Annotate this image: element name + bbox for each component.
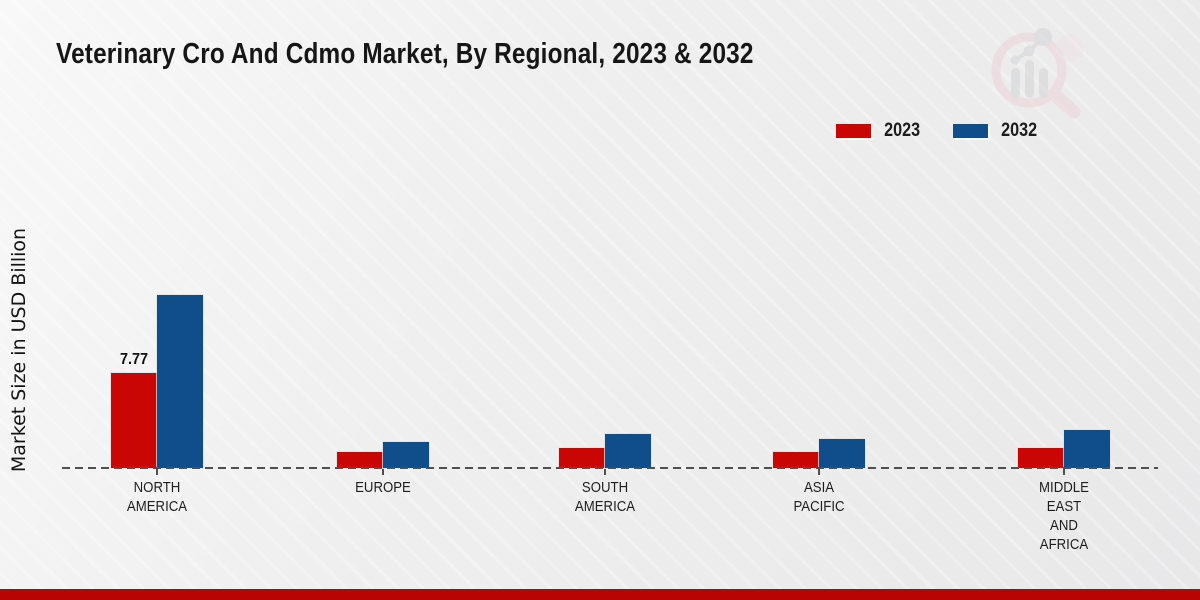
x-axis-label-asia-pacific: ASIA PACIFIC bbox=[793, 479, 845, 515]
x-axis-label-europe: EUROPE bbox=[355, 479, 411, 496]
x-axis-label-south-america: SOUTH AMERICA bbox=[574, 479, 636, 515]
bar-2032-south-america bbox=[605, 434, 651, 468]
bar-value-label: 7.77 bbox=[119, 351, 149, 368]
x-axis-tick-north-america bbox=[156, 469, 158, 475]
x-axis-tick-asia-pacific bbox=[818, 469, 820, 475]
bar-2023-south-america bbox=[559, 448, 605, 468]
bar-2023-middle-east-and-africa bbox=[1018, 448, 1064, 468]
legend-item-2032: 2032 bbox=[953, 120, 1040, 142]
legend: 2023 2032 bbox=[836, 120, 1041, 142]
bar-2032-north-america bbox=[157, 295, 203, 468]
legend-label: 2032 bbox=[1001, 120, 1038, 141]
bar-2032-asia-pacific bbox=[819, 439, 865, 468]
magnifier-bar-chart-logo-icon bbox=[991, 28, 1084, 119]
x-axis-tick-south-america bbox=[604, 469, 606, 475]
bar-2032-middle-east-and-africa bbox=[1064, 430, 1110, 468]
bar-2023-north-america bbox=[111, 373, 157, 468]
x-axis-label-north-america: NORTH AMERICA bbox=[126, 479, 188, 515]
bar-2032-europe bbox=[383, 442, 429, 468]
bar-2023-europe bbox=[337, 452, 383, 468]
chart-title: Veterinary Cro And Cdmo Market, By Regio… bbox=[56, 38, 754, 70]
legend-item-2023: 2023 bbox=[836, 120, 923, 142]
bar-2023-asia-pacific bbox=[773, 452, 819, 468]
zero-baseline bbox=[62, 467, 1158, 469]
legend-label: 2023 bbox=[884, 120, 921, 141]
x-axis-tick-middle-east-and-africa bbox=[1063, 469, 1065, 475]
x-axis-label-middle-east-and-africa: MIDDLE EAST AND AFRICA bbox=[1039, 479, 1089, 553]
legend-swatch-icon bbox=[953, 124, 989, 138]
legend-swatch-icon bbox=[836, 124, 871, 138]
x-axis-tick-europe bbox=[382, 469, 384, 475]
footer-accent-bar bbox=[0, 589, 1200, 600]
